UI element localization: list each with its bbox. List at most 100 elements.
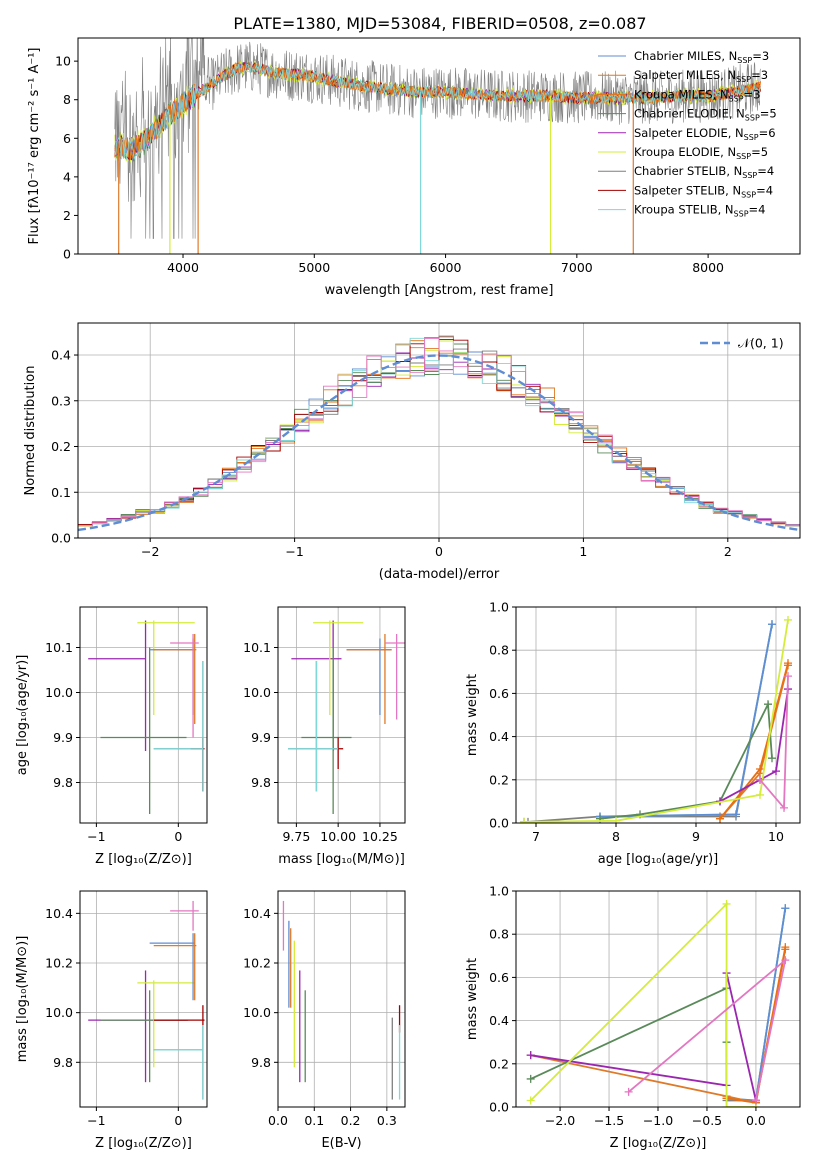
x-tick-label: 0.3 bbox=[377, 1113, 397, 1128]
age-vs-metallicity-panel: −1 0 9.8 9.9 10.0 10.1 Z [log₁₀(Z/Z⊙)] age [log… bbox=[15, 606, 208, 867]
x-tick-label: 7000 bbox=[561, 260, 593, 275]
mass-weight-vs-age-panel: 7 8 9 10 0.0 0.2 0.4 0.6 0.8 1.0 age [log₁₀(age/yr… bbox=[465, 600, 801, 867]
mass-weight-vs-metallicity-series bbox=[526, 899, 790, 1107]
x-tick-label: 0.0 bbox=[746, 1113, 766, 1128]
series-line-7 bbox=[530, 901, 756, 1107]
series-marker-8-0 bbox=[756, 775, 764, 784]
x-tick-label: 9 bbox=[692, 829, 700, 844]
x-tick-label: −1.0 bbox=[643, 1113, 673, 1128]
y-tick-label: 9.8 bbox=[251, 775, 271, 790]
y-tick-label: 9.8 bbox=[53, 775, 73, 790]
mass-vs-extinction-points bbox=[282, 900, 401, 1100]
series-marker-5-3 bbox=[764, 700, 772, 709]
series-marker-8-2 bbox=[751, 1096, 760, 1105]
x-tick-label: 0.0 bbox=[268, 1113, 288, 1128]
x-tick-label: −1 bbox=[87, 1113, 105, 1128]
y-tick-label: 0.4 bbox=[489, 1013, 509, 1028]
y-tick-label: 1.0 bbox=[489, 600, 509, 615]
series-line-6 bbox=[719, 688, 789, 803]
series-line-0 bbox=[524, 624, 773, 823]
x-axis-label: E(B-V) bbox=[321, 1136, 361, 1151]
y-tick-label: 0.3 bbox=[51, 393, 71, 408]
x-tick-label: −2 bbox=[141, 544, 159, 559]
legend-entry-label: Chabrier STELIB, NSSP=4 bbox=[634, 164, 774, 180]
spectrum-series-group bbox=[114, 38, 761, 254]
y-tick-label: 0.8 bbox=[489, 643, 509, 658]
legend-entry-label: Salpeter STELIB, NSSP=4 bbox=[634, 183, 773, 199]
age-vs-mass-panel: 9.75 10.00 10.25 9.8 9.9 10.0 10.1 mass [log₁₀(… bbox=[243, 606, 406, 867]
plot-frame bbox=[515, 890, 801, 1108]
legend-entry-label: 𝒩(0, 1) bbox=[738, 336, 784, 351]
y-tick-label: 0.0 bbox=[489, 1100, 509, 1115]
y-tick-label: 0.8 bbox=[489, 927, 509, 942]
x-axis-label: wavelength [Angstrom, rest frame] bbox=[325, 283, 554, 298]
series-marker-4-2 bbox=[784, 659, 792, 668]
series-marker-5-0 bbox=[526, 1074, 535, 1083]
y-tick-label: 0.4 bbox=[51, 348, 71, 363]
legend-entry-label: Chabrier ELODIE, NSSP=5 bbox=[634, 107, 777, 123]
y-tick-label: 0.0 bbox=[51, 531, 71, 546]
series-line-8 bbox=[759, 676, 789, 811]
y-tick-label: 10.0 bbox=[45, 1005, 73, 1020]
series-marker-8-2 bbox=[784, 672, 792, 681]
legend-entry-label: Salpeter ELODIE, NSSP=6 bbox=[634, 126, 776, 142]
plot-frame bbox=[277, 606, 406, 824]
series-marker-2-1 bbox=[732, 810, 740, 819]
legend-entry-label: Chabrier MILES, NSSP=3 bbox=[634, 49, 769, 65]
y-tick-label: 10.1 bbox=[45, 640, 73, 655]
x-tick-label: 10 bbox=[768, 829, 784, 844]
y-tick-label: 9.8 bbox=[251, 1055, 271, 1070]
y-tick-label: 0.4 bbox=[489, 729, 509, 744]
x-tick-label: −1.5 bbox=[594, 1113, 624, 1128]
series-marker-4-1 bbox=[756, 765, 764, 773]
age-vs-mass-points bbox=[288, 620, 405, 814]
y-tick-label: 9.8 bbox=[53, 1055, 73, 1070]
series-marker-6-2 bbox=[772, 767, 780, 776]
x-axis-label: age [log₁₀(age/yr)] bbox=[598, 852, 719, 867]
x-tick-label: 7 bbox=[532, 829, 540, 844]
plot-frame bbox=[77, 322, 801, 539]
series-line-7 bbox=[523, 619, 789, 823]
spectrum-legend: Chabrier MILES, NSSP=3 Salpeter MILES, NS… bbox=[598, 49, 777, 219]
y-tick-label: 10.4 bbox=[45, 906, 73, 921]
x-tick-label: 10.00 bbox=[320, 829, 356, 844]
spectrum-panel: 4000 5000 6000 7000 8000 0 2 4 6 8 10 wavelength [A… bbox=[27, 37, 801, 298]
mass-vs-metallicity-points bbox=[88, 900, 205, 1100]
x-tick-label: −1 bbox=[87, 829, 105, 844]
y-tick-label: 10.0 bbox=[243, 685, 271, 700]
series-marker-6-0 bbox=[526, 1051, 535, 1060]
figure-title: PLATE=1380, MJD=53084, FIBERID=0508, z=0… bbox=[233, 14, 646, 33]
x-tick-label: 10.25 bbox=[362, 829, 398, 844]
y-tick-label: 0.2 bbox=[489, 1056, 509, 1071]
series-marker-4-2 bbox=[781, 943, 790, 952]
y-tick-label: 10.2 bbox=[243, 956, 271, 971]
series-marker-2-2 bbox=[781, 904, 790, 913]
normal-reference-curve bbox=[78, 354, 800, 532]
x-axis-label: mass [log₁₀(M/M⊙)] bbox=[278, 852, 405, 867]
y-tick-label: 9.9 bbox=[251, 730, 271, 745]
y-tick-label: 0 bbox=[63, 247, 71, 262]
x-axis-label: (data-model)/error bbox=[379, 567, 500, 582]
x-axis-label: Z [log₁₀(Z/Z⊙)] bbox=[95, 1136, 192, 1151]
x-tick-label: 5000 bbox=[298, 260, 330, 275]
series-marker-2-2 bbox=[768, 620, 776, 629]
series-marker-8-1 bbox=[780, 803, 788, 812]
y-axis-label: mass weight bbox=[465, 958, 480, 1040]
y-tick-label: 0.0 bbox=[489, 816, 509, 831]
x-tick-label: −2.0 bbox=[545, 1113, 575, 1128]
y-axis-label: mass [log₁₀(M/M⊙)] bbox=[15, 936, 30, 1063]
y-tick-label: 8 bbox=[63, 92, 71, 107]
y-axis-label: mass weight bbox=[465, 674, 480, 756]
x-tick-label: 6000 bbox=[430, 260, 462, 275]
y-axis-label: Normed distribution bbox=[23, 366, 38, 496]
x-tick-label: 2 bbox=[724, 544, 732, 559]
residuals-panel: −2 −1 0 1 2 0.0 0.1 0.2 0.3 0.4 (data-model)/error… bbox=[23, 322, 801, 582]
series-marker-7-1 bbox=[612, 816, 620, 823]
y-tick-label: 0.2 bbox=[489, 772, 509, 787]
y-tick-label: 0.6 bbox=[489, 686, 509, 701]
x-tick-label: 0.2 bbox=[341, 1113, 361, 1128]
age-vs-metallicity-points bbox=[88, 620, 205, 814]
histogram-step-line-9 bbox=[78, 338, 800, 528]
series-marker-7-2 bbox=[756, 790, 764, 799]
